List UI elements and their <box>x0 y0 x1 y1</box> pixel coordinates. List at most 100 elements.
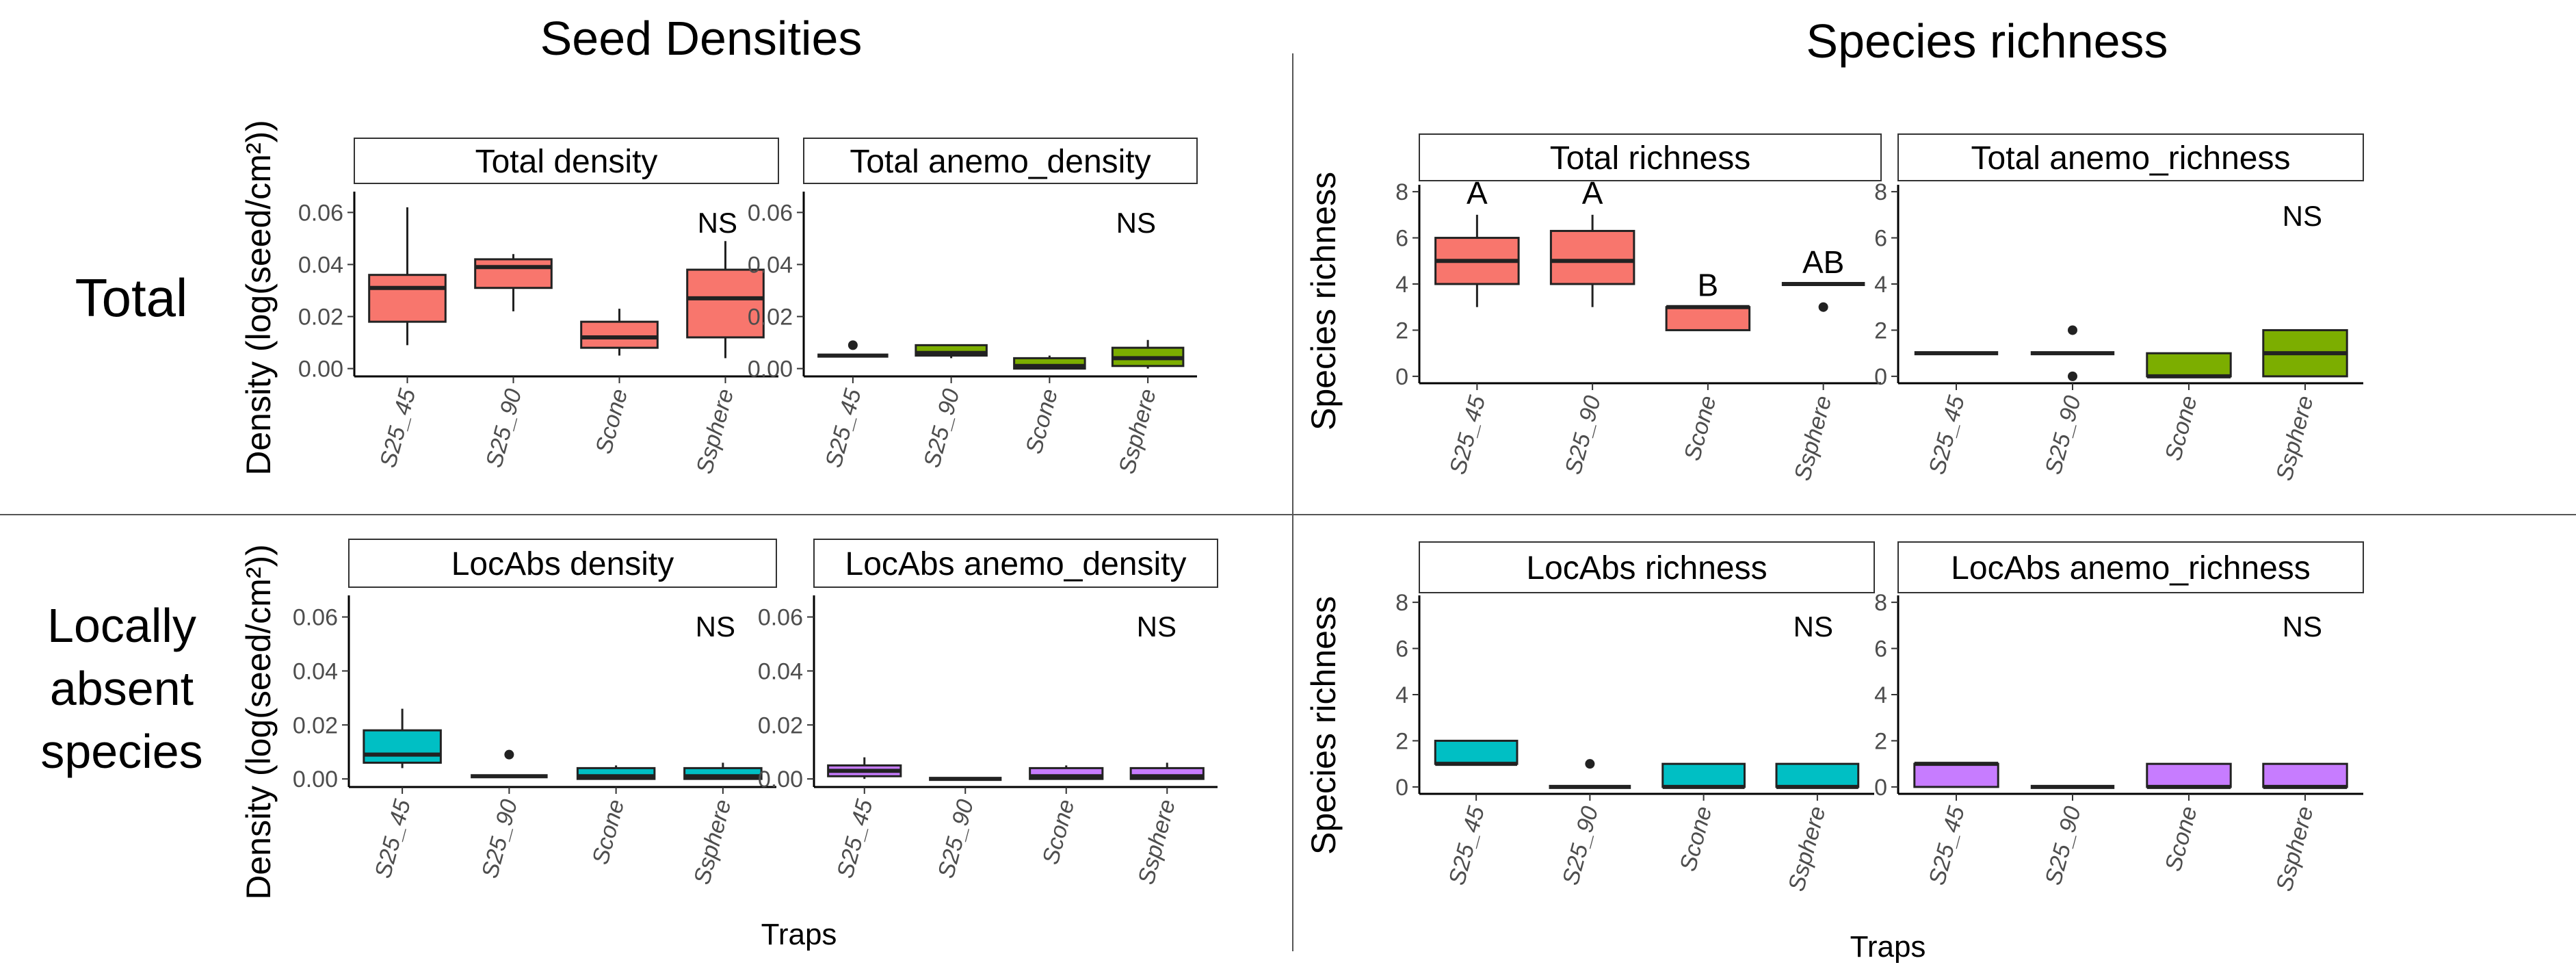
y-tick-label: 0 <box>1874 775 1887 801</box>
x-tick-label: Scone <box>1679 393 1722 463</box>
panel-title-locabs-anemo-density: LocAbs anemo_density <box>845 546 1187 582</box>
row-label-total: Total <box>75 268 188 328</box>
x-tick-label: S25_90 <box>2040 393 2086 477</box>
x-tick-label: Ssphere <box>1114 386 1161 476</box>
x-tick-label: S25_90 <box>1560 393 1606 477</box>
x-tick-label: S25_90 <box>2040 803 2086 888</box>
outlier-point <box>2068 371 2077 381</box>
x-tick-label: S25_90 <box>919 386 964 470</box>
annotation-ns: NS <box>1137 610 1177 643</box>
x-tick-label: Ssphere <box>1789 393 1837 483</box>
y-tick-label: 4 <box>1874 682 1887 708</box>
y-tick-label: 4 <box>1874 272 1887 298</box>
y-tick-label: 0.04 <box>293 658 338 684</box>
box-Ssphere <box>1775 762 1860 788</box>
x-tick-label: Scone <box>591 386 633 456</box>
panel-locabs-density: LocAbs density 0.00 0.02 0.04 0.06 S25_45 S25_… <box>293 539 777 887</box>
y-title-richness-bottom: Species richness <box>1304 596 1343 855</box>
y-tick-label: 2 <box>1874 728 1887 754</box>
outlier-point <box>2068 325 2077 335</box>
strip-total-anemo-density <box>803 138 1198 184</box>
y-tick-label: 0.04 <box>748 252 793 278</box>
y-title-density-top: Density (log(seed/cm²)) <box>239 120 278 476</box>
box-Scone <box>580 320 659 349</box>
y-tick-label: 0 <box>1395 364 1408 390</box>
strip-total-density <box>354 138 779 184</box>
x-tick-label: Ssphere <box>1133 797 1180 887</box>
box-S25_45 <box>1434 739 1519 765</box>
x-title-richness: Traps <box>1850 930 1926 964</box>
outlier-point <box>847 340 858 350</box>
box-Scone <box>2146 762 2232 788</box>
y-title-richness-top: Species richness <box>1304 172 1343 430</box>
y-tick-label: 8 <box>1395 590 1408 616</box>
y-tick-label: 6 <box>1874 636 1887 662</box>
y-tick-label: 0.00 <box>758 766 803 792</box>
y-tick-label: 2 <box>1395 728 1408 754</box>
row-label-locabs-3: species <box>40 725 202 778</box>
y-tick-label: 6 <box>1395 636 1408 662</box>
x-tick-label: Scone <box>2160 393 2203 463</box>
panel-locabs-anemo-density: LocAbs anemo_density 0.00 0.02 0.04 0.06 S25_… <box>758 539 1218 887</box>
x-tick-label: Scone <box>1675 803 1718 874</box>
strip-locabs-anemo-density <box>813 539 1218 588</box>
annotation-ns: NS <box>1116 207 1156 239</box>
y-tick-label: 0.02 <box>298 305 343 331</box>
panel-title-locabs-density: LocAbs density <box>451 546 674 582</box>
panel-title-total-richness: Total richness <box>1550 140 1750 177</box>
panel-locabs-anemo-richness: LocAbs anemo_richness 0 2 4 6 8 S25_45 S25_90 Sc… <box>1874 541 2364 894</box>
x-tick-label: S25_90 <box>1558 803 1603 888</box>
x-tick-label: S25_90 <box>477 797 523 881</box>
x-tick-label: Ssphere <box>692 386 739 476</box>
y-tick-label: 8 <box>1395 179 1408 205</box>
x-tick-label: S25_45 <box>1924 393 1970 477</box>
x-tick-label: S25_90 <box>933 797 979 881</box>
y-tick-label: 0 <box>1395 775 1408 801</box>
strip-total-anemo-richness <box>1897 133 2364 181</box>
y-tick-label: 2 <box>1395 318 1408 344</box>
strip-locabs-density <box>348 539 777 588</box>
y-tick-label: 0.06 <box>748 200 793 226</box>
box-Scone <box>1661 762 1746 788</box>
x-tick-label: S25_45 <box>1444 803 1490 888</box>
y-tick-label: 0.02 <box>293 712 338 738</box>
group-letter: A <box>1467 175 1488 211</box>
panel-total-density: Total density 0.00 0.02 0.04 0.06 S25_45 S25_9… <box>298 138 779 476</box>
box-S25_45 <box>368 274 447 323</box>
y-tick-label: 6 <box>1874 226 1887 252</box>
section-title-richness: Species richness <box>1806 14 2168 68</box>
outlier-point <box>504 749 514 760</box>
x-tick-label: S25_45 <box>821 386 867 470</box>
group-letter: AB <box>1802 244 1844 280</box>
y-tick-label: 4 <box>1395 272 1408 298</box>
annotation-ns: NS <box>696 610 735 643</box>
x-tick-label: S25_45 <box>370 797 416 881</box>
y-tick-label: 0.06 <box>298 200 343 226</box>
x-tick-label: S25_90 <box>481 386 527 470</box>
x-tick-label: Ssphere <box>2271 393 2318 483</box>
x-tick-label: S25_45 <box>832 797 878 881</box>
annotation-ns: NS <box>2283 610 2322 643</box>
y-tick-label: 8 <box>1874 590 1887 616</box>
box-Ssphere <box>2262 762 2348 788</box>
y-tick-label: 0.02 <box>758 712 803 738</box>
y-tick-label: 0.00 <box>748 357 793 383</box>
box-Scone <box>1665 306 1751 331</box>
panel-title-total-anemo-richness: Total anemo_richness <box>1971 140 2291 177</box>
box-Scone <box>2146 352 2232 378</box>
y-title-density-bottom: Density (log(seed/cm²)) <box>239 544 278 900</box>
panel-total-anemo-richness: Total anemo_richness 0 2 4 6 8 S25_45 S25_90 Sco… <box>1874 133 2364 483</box>
x-tick-label: Scone <box>1038 797 1080 867</box>
outlier-point <box>1585 759 1595 769</box>
group-letter: A <box>1582 175 1603 211</box>
strip-total-richness <box>1419 133 1882 181</box>
y-tick-label: 0.00 <box>298 357 343 383</box>
annotation-ns: NS <box>2283 200 2322 232</box>
y-tick-label: 0.06 <box>758 605 803 631</box>
strip-locabs-anemo-richness <box>1897 541 2364 593</box>
box-S25_45 <box>363 729 442 764</box>
row-label-locabs-1: Locally <box>47 599 196 652</box>
x-tick-label: Scone <box>1021 386 1063 456</box>
y-tick-label: 0 <box>1874 364 1887 390</box>
box-S25_90 <box>474 258 553 289</box>
